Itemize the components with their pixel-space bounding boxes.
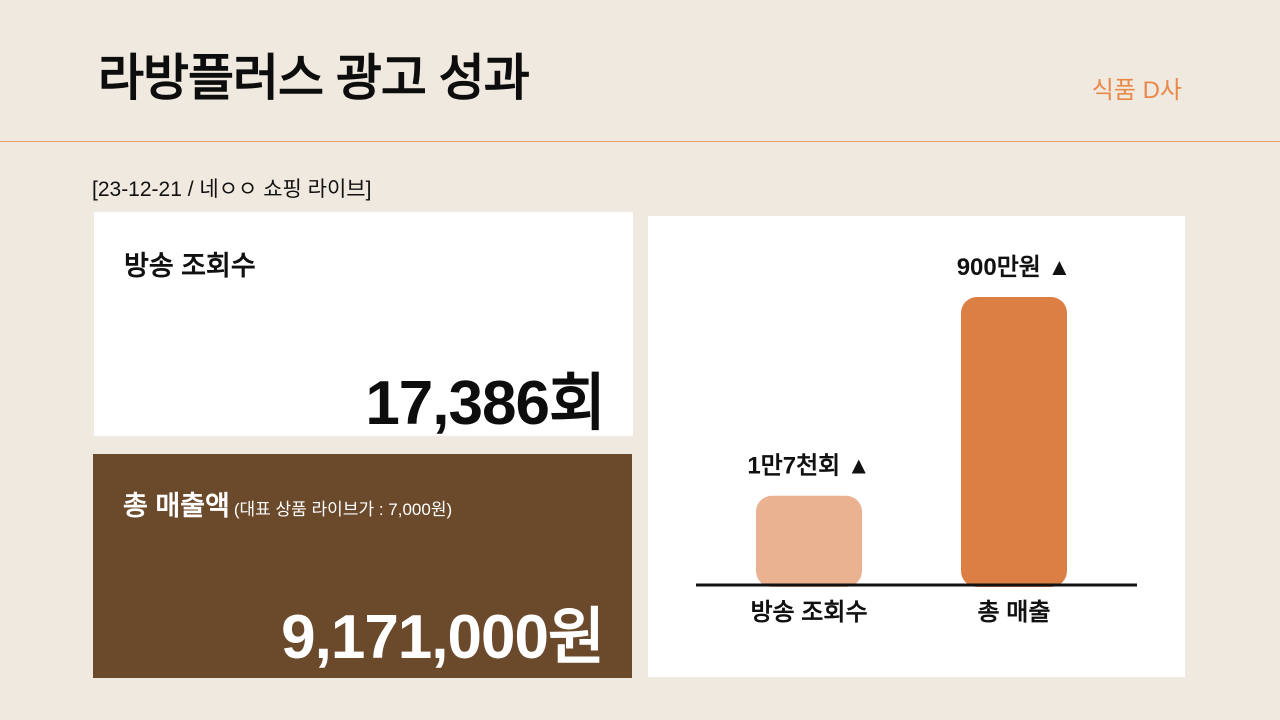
broadcast-info: [23-12-21 / 네ㅇㅇ 쇼핑 라이브] [92,178,372,201]
data-label-views: 1만7천회 ▲ [747,453,870,480]
revenue-note: (대표 상품 라이브가 : 7,000원) [233,500,453,519]
revenue-label-row: 총 매출액 (대표 상품 라이브가 : 7,000원) [123,484,452,523]
header-divider [0,141,1280,142]
views-card: 방송 조회수 17,386회 [94,212,633,438]
client-name: 식품 D사 [1091,77,1182,104]
bar-chart: 1만7천회 ▲ 방송 조회수 900만원 ▲ 총 매출 [696,254,1137,626]
revenue-label: 총 매출액 [123,491,230,521]
bar-views [756,495,862,587]
revenue-card: 총 매출액 (대표 상품 라이브가 : 7,000원) 9,171,000원 [93,454,632,678]
page-title: 라방플러스 광고 성과 [98,50,530,106]
revenue-value: 9,171,000원 [281,603,605,672]
views-label: 방송 조회수 [124,251,256,281]
chart-card: 1만7천회 ▲ 방송 조회수 900만원 ▲ 총 매출 [648,216,1185,677]
data-label-revenue: 900만원 ▲ [957,254,1072,281]
category-label-views: 방송 조회수 [750,599,867,626]
category-label-revenue: 총 매출 [978,599,1051,626]
bar-revenue [961,297,1067,587]
views-value: 17,386회 [365,369,606,438]
